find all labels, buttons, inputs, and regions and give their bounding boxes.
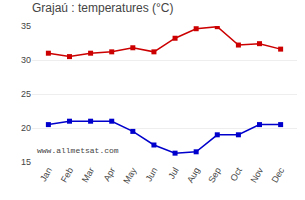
svg-text:www.allmetsat.com: www.allmetsat.com bbox=[37, 146, 119, 155]
svg-text:May: May bbox=[121, 165, 138, 185]
svg-text:Oct: Oct bbox=[228, 165, 244, 183]
svg-text:Apr: Apr bbox=[102, 166, 118, 183]
svg-text:Grajaú : temperatures (°C): Grajaú : temperatures (°C) bbox=[32, 1, 174, 15]
svg-text:25: 25 bbox=[21, 89, 31, 99]
svg-text:35: 35 bbox=[21, 21, 31, 31]
svg-text:Jan: Jan bbox=[38, 166, 54, 184]
svg-text:Dec: Dec bbox=[270, 165, 287, 184]
svg-text:15: 15 bbox=[21, 157, 31, 167]
svg-text:Feb: Feb bbox=[59, 166, 75, 184]
svg-text:Mar: Mar bbox=[80, 166, 96, 184]
svg-text:Nov: Nov bbox=[248, 165, 265, 184]
svg-text:Jun: Jun bbox=[144, 166, 160, 184]
svg-text:Aug: Aug bbox=[185, 166, 202, 185]
svg-text:30: 30 bbox=[21, 55, 31, 65]
svg-text:20: 20 bbox=[21, 123, 31, 133]
svg-text:Jul: Jul bbox=[166, 166, 180, 181]
svg-text:Sep: Sep bbox=[206, 166, 223, 185]
